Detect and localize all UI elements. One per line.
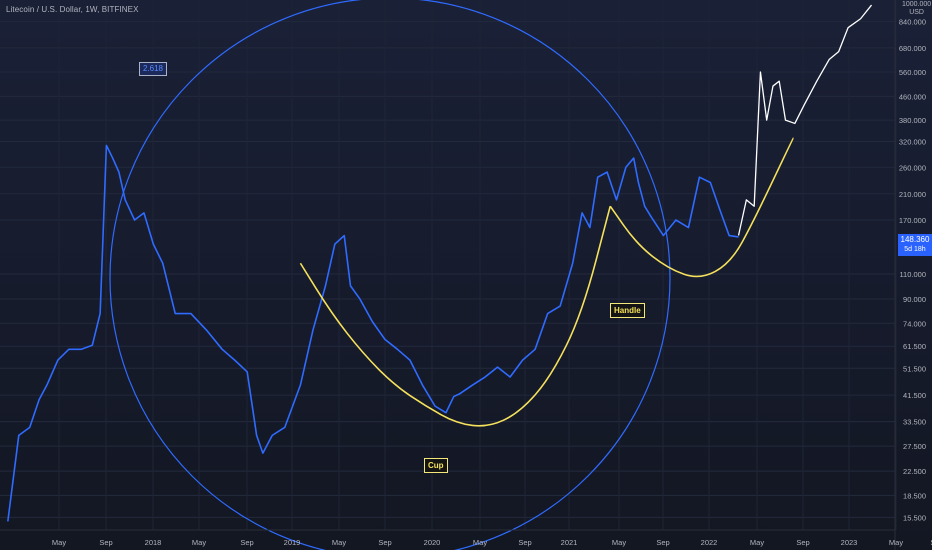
- y-tick-label: 460.000: [899, 92, 926, 101]
- y-tick-label: 320.000: [899, 137, 926, 146]
- axis-currency: 1000.000 USD: [902, 1, 931, 17]
- fib-level-label[interactable]: 2.618: [139, 62, 167, 76]
- x-tick-label: 2018: [145, 538, 162, 547]
- x-tick-label: Sep: [240, 538, 253, 547]
- x-tick-label: 2020: [424, 538, 441, 547]
- x-tick-label: May: [332, 538, 346, 547]
- x-tick-label: Sep: [378, 538, 391, 547]
- x-tick-label: May: [750, 538, 764, 547]
- x-tick-label: 2021: [561, 538, 578, 547]
- x-tick-label: Sep: [796, 538, 809, 547]
- cup-label[interactable]: Cup: [424, 458, 448, 473]
- axis-top-value: 1000.000: [902, 1, 932, 8]
- y-tick-label: 22.500: [903, 467, 926, 476]
- y-tick-label: 560.000: [899, 68, 926, 77]
- y-tick-label: 380.000: [899, 116, 926, 125]
- y-tick-label: 110.000: [899, 270, 926, 279]
- y-tick-label: 680.000: [899, 44, 926, 53]
- x-tick-label: Se: [930, 538, 932, 547]
- last-price-tag: 148.360 5d 18h: [898, 234, 932, 256]
- y-tick-label: 210.000: [899, 190, 926, 199]
- y-tick-label: 840.000: [899, 18, 926, 27]
- x-tick-label: 2022: [701, 538, 718, 547]
- projection-line: [737, 4, 873, 236]
- x-tick-label: 2019: [284, 538, 301, 547]
- y-tick-label: 27.500: [903, 442, 926, 451]
- bar-countdown: 5d 18h: [904, 246, 926, 253]
- x-tick-label: May: [889, 538, 903, 547]
- x-tick-label: May: [52, 538, 66, 547]
- handle-line: [609, 137, 795, 278]
- x-tick-label: Sep: [99, 538, 112, 547]
- handle-label[interactable]: Handle: [610, 303, 645, 318]
- y-tick-label: 90.000: [903, 295, 926, 304]
- y-tick-label: 41.500: [903, 391, 926, 400]
- y-tick-label: 15.500: [903, 513, 926, 522]
- symbol-header: Litecoin / U.S. Dollar, 1W, BITFINEX: [6, 5, 139, 14]
- x-tick-label: Sep: [656, 538, 669, 547]
- price-line: [7, 144, 739, 522]
- cup-line: [299, 205, 612, 427]
- y-tick-label: 170.000: [899, 216, 926, 225]
- last-price-value: 148.360: [900, 235, 930, 244]
- x-tick-label: 2023: [841, 538, 858, 547]
- x-tick-label: Sep: [518, 538, 531, 547]
- y-tick-label: 61.500: [903, 342, 926, 351]
- y-tick-label: 260.000: [899, 163, 926, 172]
- x-tick-label: May: [612, 538, 626, 547]
- y-tick-label: 18.500: [903, 491, 926, 500]
- fib-circle: [109, 0, 671, 550]
- y-tick-label: 51.500: [903, 364, 926, 373]
- axis-currency-label: USD: [909, 9, 924, 16]
- y-tick-label: 33.500: [903, 418, 926, 427]
- x-tick-label: May: [473, 538, 487, 547]
- x-tick-label: May: [192, 538, 206, 547]
- y-tick-label: 74.000: [903, 319, 926, 328]
